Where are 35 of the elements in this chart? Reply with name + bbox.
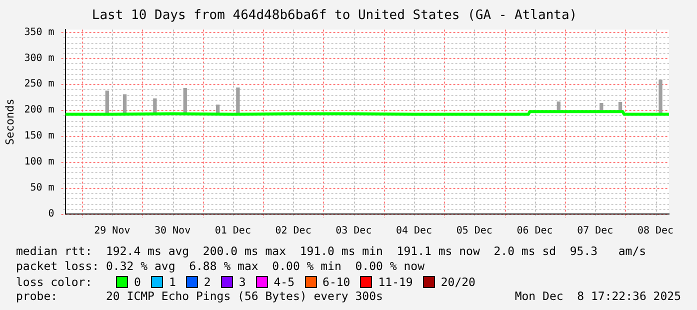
legend-label: 0 — [134, 274, 141, 288]
text: packet loss: 0.32 % avg 6.88 % max 0.00 % min 0.00 % now — [16, 259, 426, 274]
y-tick-label: 200 m — [24, 104, 54, 116]
y-tick-label: 0 — [48, 208, 54, 220]
legend-title: loss color: — [16, 274, 94, 288]
legend-label: 1 — [168, 274, 176, 288]
y-axis-title: Seconds — [3, 98, 16, 145]
chart-title: Last 10 Days from 464d48b6ba6f to United States (GA - Atlanta) — [92, 8, 578, 24]
y-tick-label: 50 m — [30, 182, 54, 194]
x-tick-label: 06 Dec — [516, 226, 553, 237]
legend-label: 20/20 — [440, 274, 476, 288]
y-tick-label: 300 m — [24, 52, 54, 64]
text: median rtt: 192.4 ms avg 200.0 ms max 191.0 ms min 191.1 ms now 2.0 ms sd 95.3 am/s — [16, 244, 648, 259]
legend-label: 6-10 — [322, 274, 350, 288]
text: probe: 20 ICMP Echo Pings (56 Bytes) every 300s — [16, 289, 383, 304]
y-tick-label: 250 m — [24, 78, 54, 90]
x-tick-label: 29 Nov — [94, 226, 130, 237]
legend-label: 2 — [204, 274, 211, 288]
y-tick-label: 150 m — [24, 130, 54, 142]
x-tick-label: 04 Dec — [396, 226, 432, 237]
y-tick-label: 100 m — [24, 156, 54, 168]
x-tick-label: 03 Dec — [336, 226, 372, 237]
x-tick-label: 02 Dec — [275, 226, 312, 237]
x-tick-label: 01 Dec — [214, 226, 251, 237]
x-tick-label: 30 Nov — [154, 226, 191, 237]
x-tick-label: 05 Dec — [456, 226, 492, 237]
legend-label: 3 — [238, 274, 246, 288]
bar — [236, 87, 240, 115]
legend-label: 11-19 — [378, 274, 413, 288]
y-tick-label: 350 m — [24, 26, 54, 38]
x-tick-label: 07 Dec — [577, 226, 614, 237]
legend-label: 4-5 — [274, 274, 295, 288]
bar — [658, 80, 662, 115]
x-tick-label: 08 Dec — [637, 226, 674, 237]
text: Mon Dec 8 17:22:36 2025 — [514, 289, 681, 304]
